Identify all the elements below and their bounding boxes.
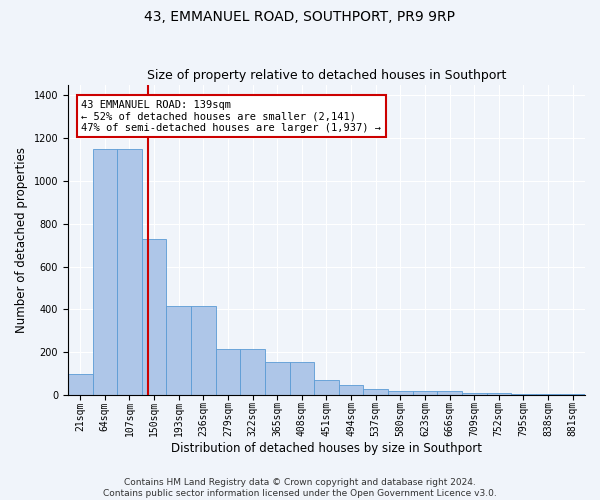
Bar [388, 390, 413, 395]
Bar [487, 393, 511, 395]
Bar [265, 362, 290, 395]
Y-axis label: Number of detached properties: Number of detached properties [15, 147, 28, 333]
Text: 43, EMMANUEL ROAD, SOUTHPORT, PR9 9RP: 43, EMMANUEL ROAD, SOUTHPORT, PR9 9RP [145, 10, 455, 24]
Bar [191, 306, 215, 395]
Bar [68, 374, 92, 395]
Bar [511, 394, 536, 395]
Bar [364, 388, 388, 395]
Bar [437, 390, 462, 395]
Bar [560, 394, 585, 395]
X-axis label: Distribution of detached houses by size in Southport: Distribution of detached houses by size … [171, 442, 482, 455]
Bar [339, 385, 364, 395]
Bar [166, 306, 191, 395]
Bar [92, 149, 117, 395]
Bar [413, 390, 437, 395]
Bar [314, 380, 339, 395]
Title: Size of property relative to detached houses in Southport: Size of property relative to detached ho… [147, 69, 506, 82]
Bar [240, 349, 265, 395]
Text: Contains HM Land Registry data © Crown copyright and database right 2024.
Contai: Contains HM Land Registry data © Crown c… [103, 478, 497, 498]
Bar [290, 362, 314, 395]
Bar [536, 394, 560, 395]
Bar [117, 149, 142, 395]
Bar [215, 349, 240, 395]
Bar [142, 238, 166, 395]
Text: 43 EMMANUEL ROAD: 139sqm
← 52% of detached houses are smaller (2,141)
47% of sem: 43 EMMANUEL ROAD: 139sqm ← 52% of detach… [82, 100, 382, 132]
Bar [462, 393, 487, 395]
